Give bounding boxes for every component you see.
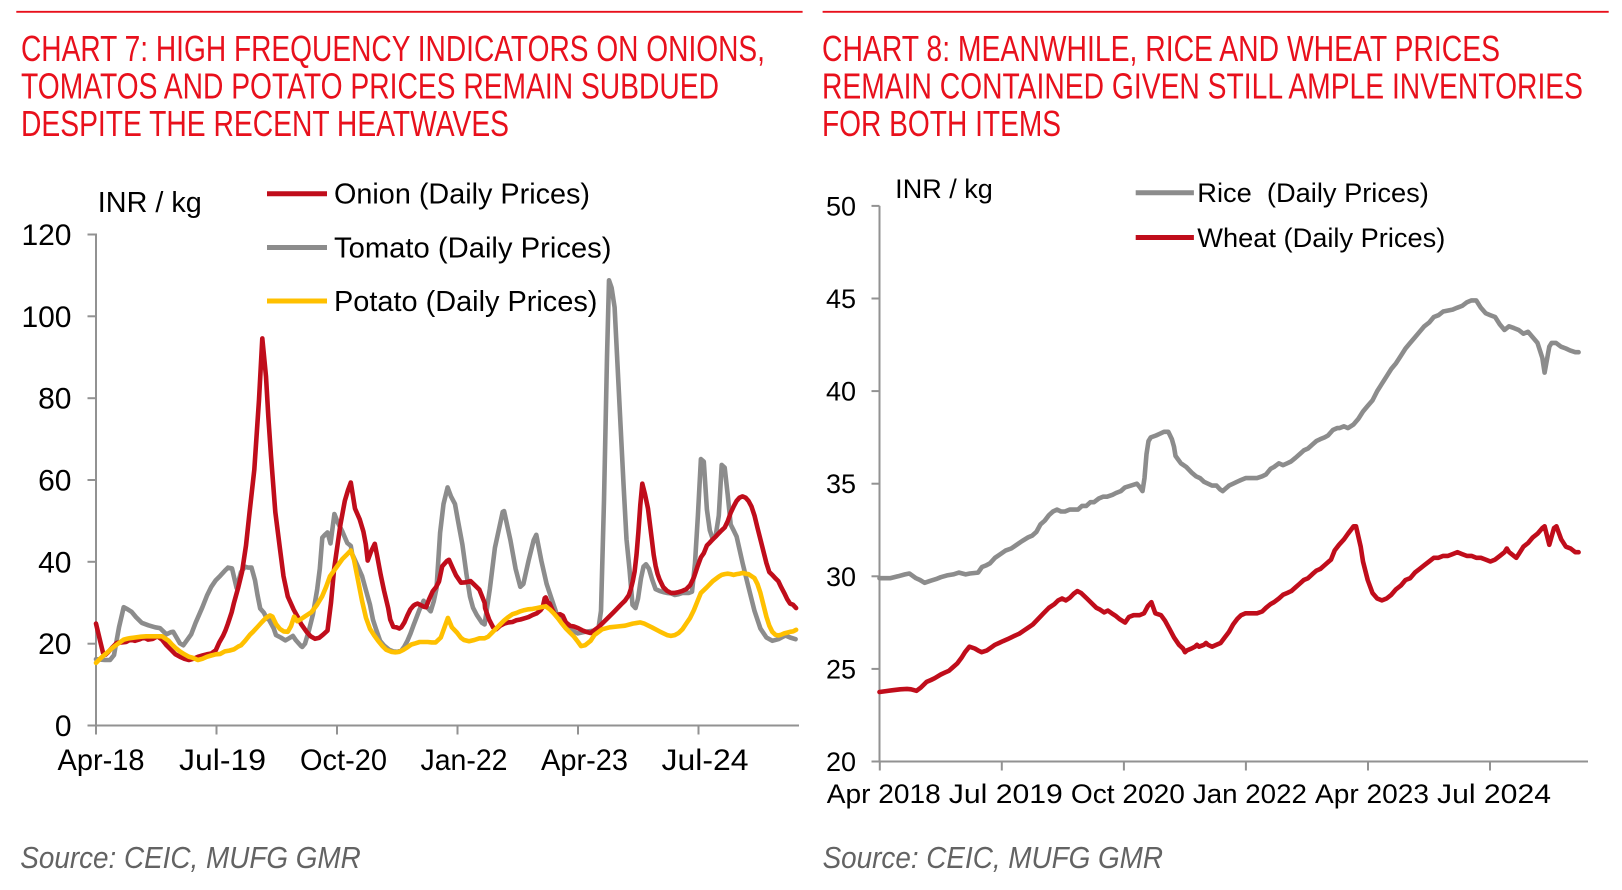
svg-text:FOR BOTH ITEMS: FOR BOTH ITEMS xyxy=(822,103,1061,144)
svg-text:Onion (Daily Prices): Onion (Daily Prices) xyxy=(334,179,590,211)
svg-text:Wheat (Daily Prices): Wheat (Daily Prices) xyxy=(1197,223,1445,253)
svg-text:REMAIN CONTAINED GIVEN STILL A: REMAIN CONTAINED GIVEN STILL AMPLE INVEN… xyxy=(822,66,1583,107)
svg-text:Potato (Daily Prices): Potato (Daily Prices) xyxy=(334,286,597,318)
svg-text:40: 40 xyxy=(826,377,856,407)
svg-text:60: 60 xyxy=(38,465,71,498)
svg-text:Jul 2024: Jul 2024 xyxy=(1437,779,1551,809)
svg-text:Rice (Daily Prices): Rice (Daily Prices) xyxy=(1197,178,1429,208)
svg-text:DESPITE THE RECENT HEATWAVES: DESPITE THE RECENT HEATWAVES xyxy=(21,103,509,144)
svg-text:25: 25 xyxy=(826,654,856,684)
svg-text:TOMATOS AND POTATO PRICES REMA: TOMATOS AND POTATO PRICES REMAIN SUBDUED xyxy=(21,66,719,107)
svg-text:Jul-19: Jul-19 xyxy=(179,744,266,777)
svg-text:Apr-18: Apr-18 xyxy=(58,744,145,777)
svg-text:Apr 2023: Apr 2023 xyxy=(1315,779,1429,809)
svg-text:20: 20 xyxy=(826,747,856,777)
svg-text:100: 100 xyxy=(21,301,71,334)
svg-text:Oct 2020: Oct 2020 xyxy=(1071,779,1185,809)
svg-text:80: 80 xyxy=(38,383,71,416)
svg-text:Source: CEIC, MUFG GMR: Source: CEIC, MUFG GMR xyxy=(823,841,1163,875)
svg-text:Jan 2022: Jan 2022 xyxy=(1193,779,1307,809)
svg-text:CHART 8: MEANWHILE, RICE AND W: CHART 8: MEANWHILE, RICE AND WHEAT PRICE… xyxy=(822,28,1500,69)
svg-text:120: 120 xyxy=(21,219,71,252)
svg-text:Oct-20: Oct-20 xyxy=(300,744,387,777)
svg-text:0: 0 xyxy=(55,710,72,743)
svg-text:INR / kg: INR / kg xyxy=(895,174,993,204)
svg-text:40: 40 xyxy=(38,546,71,579)
svg-text:CHART 7: HIGH FREQUENCY INDICA: CHART 7: HIGH FREQUENCY INDICATORS ON ON… xyxy=(21,28,765,69)
svg-text:45: 45 xyxy=(826,284,856,314)
svg-text:Tomato (Daily Prices): Tomato (Daily Prices) xyxy=(334,232,612,264)
svg-text:Jan-22: Jan-22 xyxy=(421,744,508,777)
svg-text:Jul-24: Jul-24 xyxy=(662,744,749,777)
svg-text:20: 20 xyxy=(38,628,71,661)
svg-text:35: 35 xyxy=(826,469,856,499)
svg-text:Apr-23: Apr-23 xyxy=(541,744,628,777)
svg-text:50: 50 xyxy=(826,191,856,221)
svg-text:30: 30 xyxy=(826,562,856,592)
svg-text:Jul 2019: Jul 2019 xyxy=(949,779,1063,809)
svg-text:INR / kg: INR / kg xyxy=(98,187,202,219)
svg-text:Source: CEIC, MUFG GMR: Source: CEIC, MUFG GMR xyxy=(20,841,360,875)
svg-text:Apr 2018: Apr 2018 xyxy=(827,779,941,809)
